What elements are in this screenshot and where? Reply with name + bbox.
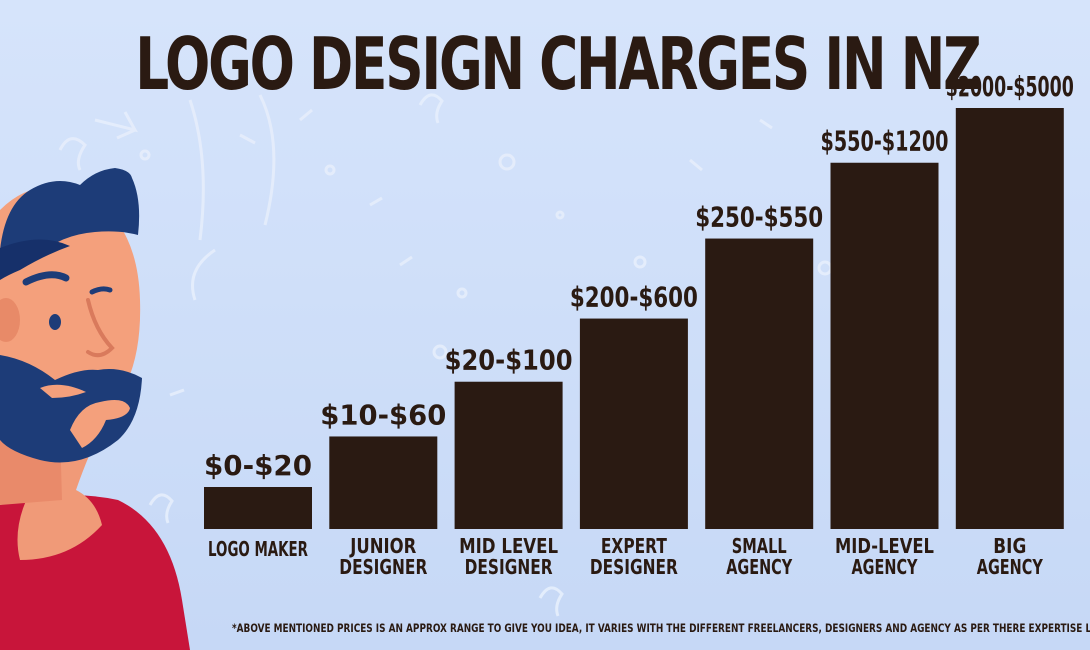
category-label: LOGO MAKER bbox=[208, 537, 308, 561]
category-label: SMALL bbox=[732, 534, 787, 558]
category-label: BIG bbox=[993, 534, 1026, 558]
bar bbox=[579, 318, 688, 529]
value-label: $200-$600 bbox=[570, 281, 698, 314]
value-label: $550-$1200 bbox=[821, 125, 949, 158]
bar bbox=[955, 108, 1064, 529]
category-label: DESIGNER bbox=[465, 555, 553, 579]
value-label: $2000-$5000 bbox=[946, 70, 1074, 103]
category-label: EXPERT bbox=[601, 534, 667, 558]
bar bbox=[329, 436, 438, 529]
category-label: AGENCY bbox=[977, 555, 1043, 579]
value-label: $250-$550 bbox=[695, 201, 823, 234]
chart-title: LOGO DESIGN CHARGES IN NZ bbox=[135, 22, 982, 106]
value-label: $0-$20 bbox=[204, 449, 312, 482]
bar bbox=[705, 238, 814, 530]
category-label: JUNIOR bbox=[349, 534, 417, 558]
value-label: $20-$100 bbox=[445, 344, 573, 377]
category-label: DESIGNER bbox=[590, 555, 678, 579]
bar bbox=[454, 381, 563, 529]
category-label: AGENCY bbox=[726, 555, 792, 579]
category-label: MID LEVEL bbox=[459, 534, 558, 558]
bar bbox=[830, 162, 939, 529]
bar bbox=[204, 487, 312, 529]
category-label: DESIGNER bbox=[339, 555, 427, 579]
category-label: MID-LEVEL bbox=[835, 534, 934, 558]
category-label: AGENCY bbox=[852, 555, 918, 579]
footnote: *ABOVE MENTIONED PRICES IS AN APPROX RAN… bbox=[232, 621, 1090, 635]
value-label: $10-$60 bbox=[320, 398, 446, 431]
